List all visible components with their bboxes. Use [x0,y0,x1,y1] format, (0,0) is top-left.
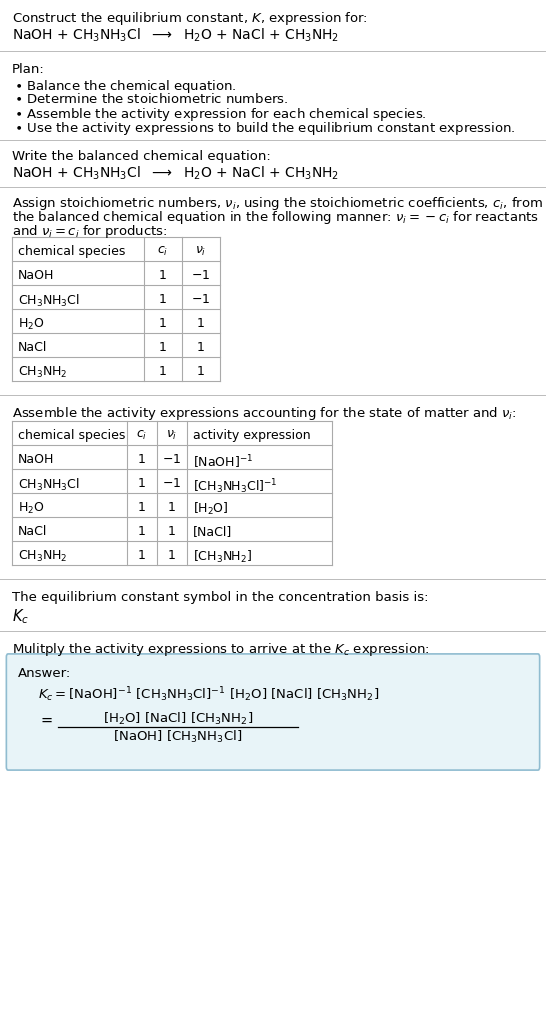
Text: 1: 1 [197,341,205,354]
Text: $\bullet$ Use the activity expressions to build the equilibrium constant express: $\bullet$ Use the activity expressions t… [14,120,515,137]
Text: NaOH: NaOH [18,453,55,466]
Text: $-1$: $-1$ [162,453,182,466]
Text: $K_c$: $K_c$ [12,607,29,626]
Text: CH$_3$NH$_3$Cl: CH$_3$NH$_3$Cl [18,293,80,309]
Text: Construct the equilibrium constant, $K$, expression for:: Construct the equilibrium constant, $K$,… [12,10,368,27]
Text: 1: 1 [138,501,146,514]
Text: 1: 1 [168,501,176,514]
Text: Plan:: Plan: [12,63,45,76]
Text: activity expression: activity expression [193,429,311,442]
Text: $\bullet$ Balance the chemical equation.: $\bullet$ Balance the chemical equation. [14,78,236,95]
Text: CH$_3$NH$_2$: CH$_3$NH$_2$ [18,365,67,380]
Text: NaCl: NaCl [18,341,48,354]
Text: 1: 1 [159,365,167,378]
Text: [CH$_3$NH$_3$Cl]$^{-1}$: [CH$_3$NH$_3$Cl]$^{-1}$ [193,477,277,496]
Text: H$_2$O: H$_2$O [18,501,45,517]
Text: NaCl: NaCl [18,525,48,538]
Text: NaOH: NaOH [18,269,55,282]
Text: Write the balanced chemical equation:: Write the balanced chemical equation: [12,149,271,163]
Text: [CH$_3$NH$_2$]: [CH$_3$NH$_2$] [193,548,252,565]
Text: 1: 1 [168,548,176,562]
Text: 1: 1 [138,477,146,490]
Text: 1: 1 [197,317,205,330]
Text: [H$_2$O]: [H$_2$O] [193,501,229,518]
Text: $\nu_i$: $\nu_i$ [195,245,207,258]
Text: 1: 1 [138,525,146,538]
Text: $-1$: $-1$ [162,477,182,490]
Text: chemical species: chemical species [18,245,126,258]
Text: $c_i$: $c_i$ [157,245,169,258]
Text: $\mathrm{[H_2O]\ [NaCl]\ [CH_3NH_2]}$: $\mathrm{[H_2O]\ [NaCl]\ [CH_3NH_2]}$ [103,711,253,727]
Text: [NaCl]: [NaCl] [193,525,232,538]
Text: [NaOH]$^{-1}$: [NaOH]$^{-1}$ [193,453,253,470]
Text: 1: 1 [138,548,146,562]
FancyBboxPatch shape [7,654,539,770]
Text: 1: 1 [159,269,167,282]
Text: Answer:: Answer: [18,667,71,680]
Text: NaOH + CH$_3$NH$_3$Cl  $\longrightarrow$  H$_2$O + NaCl + CH$_3$NH$_2$: NaOH + CH$_3$NH$_3$Cl $\longrightarrow$ … [12,165,339,182]
Text: chemical species: chemical species [18,429,126,442]
Text: 1: 1 [159,317,167,330]
Text: 1: 1 [138,453,146,466]
Text: $=$: $=$ [38,712,54,727]
Text: $\nu_i$: $\nu_i$ [167,429,177,442]
Text: $\bullet$ Assemble the activity expression for each chemical species.: $\bullet$ Assemble the activity expressi… [14,106,426,123]
Text: CH$_3$NH$_2$: CH$_3$NH$_2$ [18,548,67,564]
Text: Assign stoichiometric numbers, $\nu_i$, using the stoichiometric coefficients, $: Assign stoichiometric numbers, $\nu_i$, … [12,195,543,212]
Text: $-1$: $-1$ [192,293,211,306]
Text: The equilibrium constant symbol in the concentration basis is:: The equilibrium constant symbol in the c… [12,591,429,604]
Text: $\mathrm{[NaOH]\ [CH_3NH_3Cl]}$: $\mathrm{[NaOH]\ [CH_3NH_3Cl]}$ [114,729,242,745]
Text: 1: 1 [168,525,176,538]
Text: NaOH + CH$_3$NH$_3$Cl  $\longrightarrow$  H$_2$O + NaCl + CH$_3$NH$_2$: NaOH + CH$_3$NH$_3$Cl $\longrightarrow$ … [12,27,339,44]
Text: H$_2$O: H$_2$O [18,317,45,332]
Text: Mulitply the activity expressions to arrive at the $K_c$ expression:: Mulitply the activity expressions to arr… [12,641,430,658]
Text: $c_i$: $c_i$ [136,429,147,442]
Text: the balanced chemical equation in the following manner: $\nu_i = -c_i$ for react: the balanced chemical equation in the fo… [12,209,539,226]
Text: 1: 1 [197,365,205,378]
Text: $K_c = \mathrm{[NaOH]^{-1}\ [CH_3NH_3Cl]^{-1}\ [H_2O]\ [NaCl]\ [CH_3NH_2]}$: $K_c = \mathrm{[NaOH]^{-1}\ [CH_3NH_3Cl]… [38,685,379,704]
Text: Assemble the activity expressions accounting for the state of matter and $\nu_i$: Assemble the activity expressions accoun… [12,405,517,422]
Text: 1: 1 [159,341,167,354]
Text: CH$_3$NH$_3$Cl: CH$_3$NH$_3$Cl [18,477,80,493]
Text: $\bullet$ Determine the stoichiometric numbers.: $\bullet$ Determine the stoichiometric n… [14,92,289,106]
Text: $-1$: $-1$ [192,269,211,282]
Text: 1: 1 [159,293,167,306]
Text: and $\nu_i = c_i$ for products:: and $\nu_i = c_i$ for products: [12,223,168,240]
